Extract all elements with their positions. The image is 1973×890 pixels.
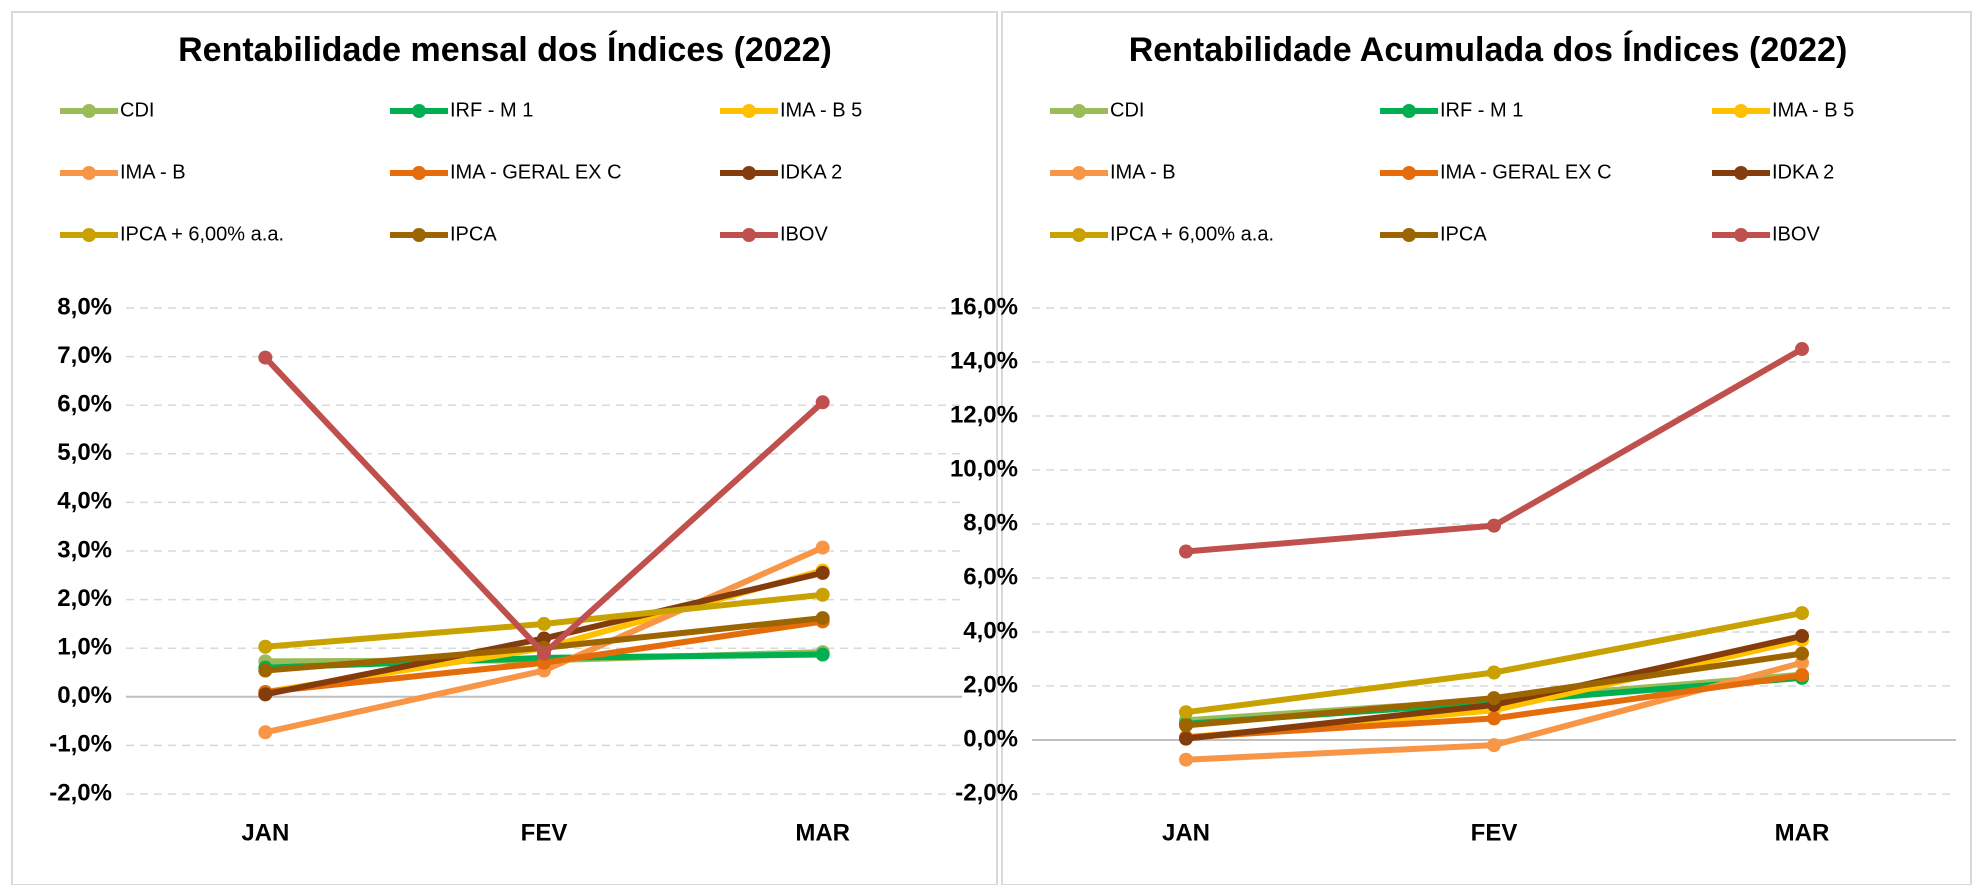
chart-title: Rentabilidade mensal dos Índices (2022) bbox=[178, 31, 832, 69]
legend-label: IPCA + 6,00% a.a. bbox=[120, 223, 284, 245]
legend-marker bbox=[412, 166, 426, 180]
x-tick-label: FEV bbox=[1471, 819, 1518, 846]
point bbox=[1795, 668, 1809, 683]
point bbox=[1795, 629, 1809, 644]
series-line bbox=[263, 355, 825, 657]
y-tick-label: 4,0% bbox=[57, 488, 112, 515]
legend-label: IPCA bbox=[1440, 223, 1487, 245]
y-tick-label: 2,0% bbox=[57, 585, 112, 612]
legend-marker bbox=[1072, 166, 1086, 180]
legend-label: IRF - M 1 bbox=[450, 99, 533, 121]
point bbox=[1795, 606, 1809, 621]
y-tick-label: 2,0% bbox=[963, 671, 1018, 698]
legend-marker bbox=[1402, 104, 1416, 118]
point bbox=[537, 646, 551, 661]
point bbox=[258, 350, 273, 365]
point bbox=[1795, 646, 1809, 661]
y-tick-label: 0,0% bbox=[57, 682, 112, 709]
y-tick-label: 0,0% bbox=[963, 725, 1018, 752]
legend-label: IMA - B bbox=[1110, 161, 1176, 183]
point bbox=[815, 540, 830, 555]
point bbox=[1179, 705, 1193, 720]
legend-marker bbox=[1734, 166, 1748, 180]
point bbox=[815, 647, 830, 662]
legend-label: IBOV bbox=[1772, 223, 1820, 245]
point bbox=[815, 395, 830, 410]
y-tick-label: 8,0% bbox=[57, 293, 112, 320]
y-tick-label: 1,0% bbox=[57, 634, 112, 661]
point bbox=[1179, 544, 1193, 559]
legend-marker bbox=[742, 228, 756, 242]
y-tick-label: 14,0% bbox=[950, 347, 1018, 374]
legend-label: IDKA 2 bbox=[1772, 161, 1834, 183]
legend-label: CDI bbox=[120, 99, 154, 121]
legend-label: IPCA bbox=[450, 223, 497, 245]
legend-marker bbox=[82, 166, 96, 180]
legend-label: IPCA + 6,00% a.a. bbox=[1110, 223, 1274, 245]
legend-marker bbox=[1072, 104, 1086, 118]
point bbox=[1487, 665, 1501, 680]
point bbox=[815, 565, 830, 580]
y-tick-label: 16,0% bbox=[950, 293, 1018, 320]
y-tick-label: 5,0% bbox=[57, 439, 112, 466]
legend-label: IMA - B bbox=[120, 161, 186, 183]
point bbox=[258, 725, 273, 740]
point bbox=[1179, 752, 1193, 767]
y-tick-label: 6,0% bbox=[57, 391, 112, 418]
point bbox=[258, 639, 273, 654]
legend-marker bbox=[1734, 104, 1748, 118]
legend-label: CDI bbox=[1110, 99, 1144, 121]
y-tick-label: -2,0% bbox=[955, 779, 1018, 806]
panel-border bbox=[11, 11, 998, 886]
point bbox=[1179, 731, 1193, 746]
chart-title: Rentabilidade Acumulada dos Índices (202… bbox=[1129, 31, 1848, 69]
point bbox=[815, 587, 830, 602]
legend-marker bbox=[82, 104, 96, 118]
point bbox=[1487, 738, 1501, 753]
point bbox=[1795, 342, 1809, 357]
x-tick-label: FEV bbox=[521, 819, 568, 846]
y-tick-label: 4,0% bbox=[963, 617, 1018, 644]
legend-label: IRF - M 1 bbox=[1440, 99, 1523, 121]
legend-marker bbox=[742, 104, 756, 118]
legend-marker bbox=[1402, 228, 1416, 242]
point bbox=[1487, 711, 1501, 726]
x-tick-label: MAR bbox=[795, 819, 850, 846]
x-tick-label: MAR bbox=[1775, 819, 1830, 846]
x-tick-label: JAN bbox=[241, 819, 289, 846]
point bbox=[1179, 718, 1193, 733]
legend-label: IBOV bbox=[780, 223, 828, 245]
point bbox=[537, 616, 551, 631]
point bbox=[258, 687, 273, 702]
y-tick-label: 6,0% bbox=[963, 563, 1018, 590]
y-tick-label: 3,0% bbox=[57, 536, 112, 563]
legend-marker bbox=[82, 228, 96, 242]
legend-marker bbox=[1402, 166, 1416, 180]
y-tick-label: -1,0% bbox=[49, 731, 112, 758]
legend-label: IMA - GERAL EX C bbox=[1440, 161, 1612, 183]
legend-marker bbox=[1072, 228, 1086, 242]
point bbox=[815, 611, 830, 626]
x-tick-label: JAN bbox=[1162, 819, 1210, 846]
y-tick-label: -2,0% bbox=[49, 779, 112, 806]
legend-marker bbox=[412, 104, 426, 118]
panel-border bbox=[1001, 11, 1972, 886]
point bbox=[1487, 691, 1501, 706]
legend-label: IMA - B 5 bbox=[780, 99, 862, 121]
point bbox=[1487, 518, 1501, 533]
point bbox=[258, 663, 273, 678]
legend-marker bbox=[742, 166, 756, 180]
legend-label: IDKA 2 bbox=[780, 161, 842, 183]
legend-label: IMA - GERAL EX C bbox=[450, 161, 622, 183]
y-tick-label: 7,0% bbox=[57, 342, 112, 369]
legend-label: IMA - B 5 bbox=[1772, 99, 1854, 121]
y-tick-label: 8,0% bbox=[963, 509, 1018, 536]
y-tick-label: 10,0% bbox=[950, 455, 1018, 482]
legend-marker bbox=[412, 228, 426, 242]
legend-marker bbox=[1734, 228, 1748, 242]
y-tick-label: 12,0% bbox=[950, 401, 1018, 428]
